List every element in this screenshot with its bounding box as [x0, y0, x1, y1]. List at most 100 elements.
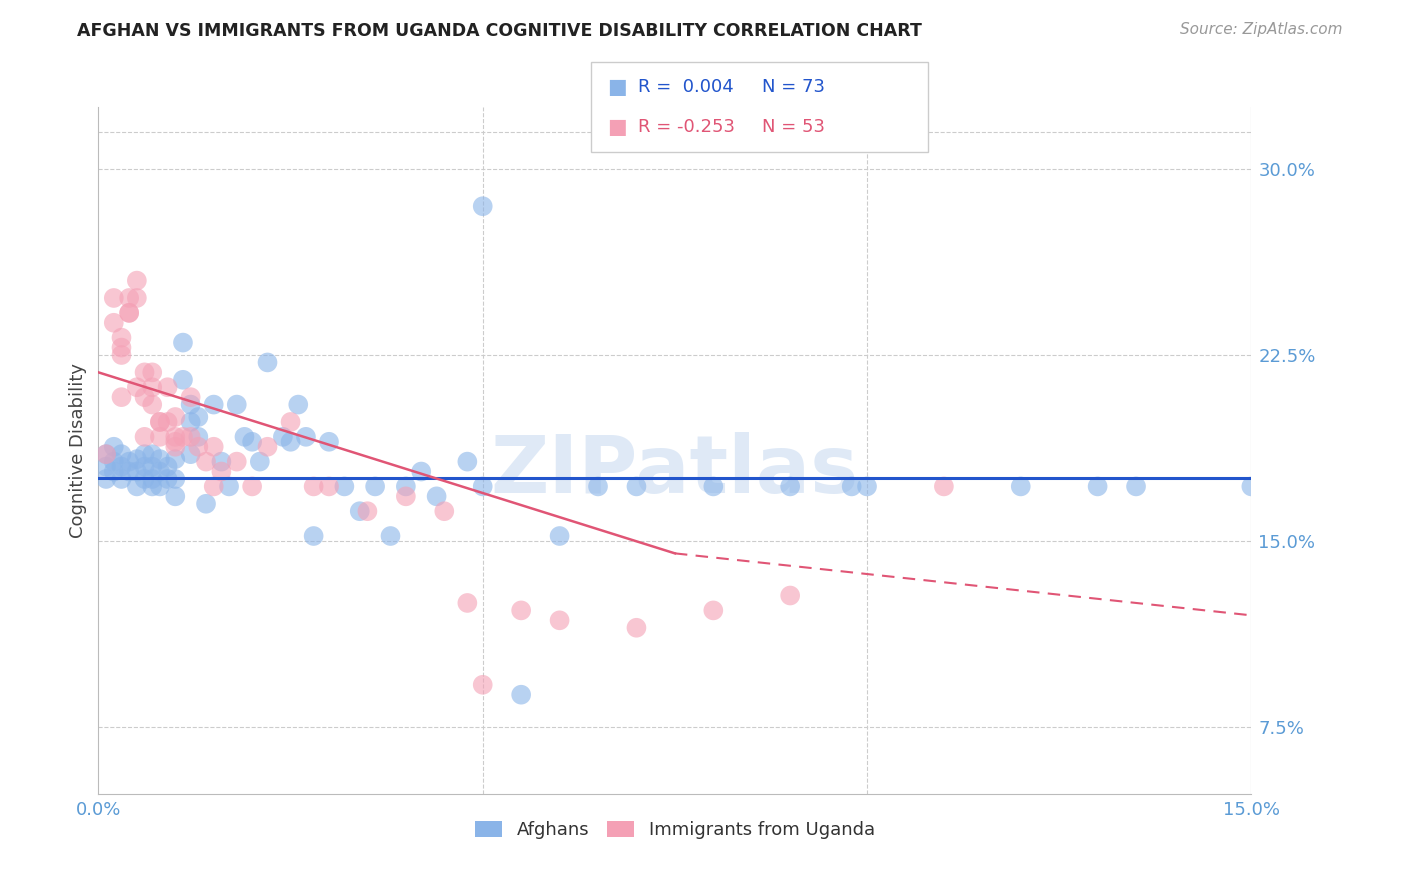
Text: ■: ■: [607, 78, 627, 97]
Point: [195, 497, 218, 511]
Point: [156, 380, 179, 394]
Point: [110, 341, 132, 355]
Point: [318, 479, 340, 493]
Point: [172, 430, 194, 444]
Y-axis label: Cognitive Disability: Cognitive Disability: [69, 363, 87, 538]
Point: [364, 479, 387, 493]
Point: [94, 459, 117, 474]
Point: [180, 415, 202, 429]
Point: [165, 434, 187, 449]
Point: [225, 398, 247, 412]
Point: [94, 447, 117, 461]
Point: [249, 455, 271, 469]
Point: [141, 365, 163, 379]
Point: [149, 452, 172, 467]
Text: R =  0.004: R = 0.004: [638, 78, 734, 96]
Point: [395, 479, 418, 493]
Point: [94, 472, 117, 486]
Point: [433, 504, 456, 518]
Point: [779, 479, 801, 493]
Point: [134, 365, 156, 379]
Point: [225, 455, 247, 469]
Point: [187, 440, 209, 454]
Point: [456, 455, 478, 469]
Point: [195, 455, 218, 469]
Point: [280, 415, 302, 429]
Point: [149, 479, 172, 493]
Point: [187, 409, 209, 424]
Point: [165, 430, 187, 444]
Point: [125, 479, 148, 493]
Point: [471, 678, 494, 692]
Text: Source: ZipAtlas.com: Source: ZipAtlas.com: [1180, 22, 1343, 37]
Point: [172, 373, 194, 387]
Point: [209, 465, 232, 479]
Point: [134, 472, 156, 486]
Point: [134, 447, 156, 461]
Point: [180, 390, 202, 404]
Point: [141, 447, 163, 461]
Point: [165, 440, 187, 454]
Point: [779, 589, 801, 603]
Point: [856, 479, 879, 493]
Point: [233, 430, 256, 444]
Point: [356, 504, 378, 518]
Point: [165, 472, 187, 486]
Point: [256, 355, 278, 369]
Point: [280, 434, 302, 449]
Point: [1240, 479, 1263, 493]
Point: [702, 479, 724, 493]
Point: [426, 489, 449, 503]
Point: [548, 529, 571, 543]
Point: [202, 440, 225, 454]
Point: [141, 459, 163, 474]
Point: [165, 452, 187, 467]
Point: [125, 452, 148, 467]
Text: N = 53: N = 53: [762, 118, 825, 136]
Point: [1087, 479, 1109, 493]
Point: [271, 430, 294, 444]
Point: [548, 613, 571, 627]
Point: [471, 199, 494, 213]
Point: [172, 335, 194, 350]
Point: [156, 415, 179, 429]
Point: [202, 398, 225, 412]
Point: [586, 479, 609, 493]
Point: [510, 688, 533, 702]
Legend: Afghans, Immigrants from Uganda: Afghans, Immigrants from Uganda: [468, 814, 882, 847]
Point: [187, 430, 209, 444]
Point: [118, 306, 141, 320]
Point: [932, 479, 955, 493]
Point: [287, 398, 309, 412]
Point: [94, 447, 117, 461]
Point: [110, 331, 132, 345]
Point: [218, 479, 240, 493]
Point: [118, 455, 141, 469]
Point: [156, 459, 179, 474]
Point: [302, 479, 325, 493]
Point: [180, 447, 202, 461]
Point: [134, 459, 156, 474]
Point: [110, 447, 132, 461]
Point: [103, 465, 125, 479]
Point: [118, 306, 141, 320]
Point: [149, 415, 172, 429]
Point: [318, 434, 340, 449]
Point: [103, 291, 125, 305]
Point: [510, 603, 533, 617]
Point: [141, 479, 163, 493]
Point: [456, 596, 478, 610]
Text: AFGHAN VS IMMIGRANTS FROM UGANDA COGNITIVE DISABILITY CORRELATION CHART: AFGHAN VS IMMIGRANTS FROM UGANDA COGNITI…: [77, 22, 922, 40]
Point: [165, 489, 187, 503]
Point: [1125, 479, 1147, 493]
Point: [240, 479, 263, 493]
Point: [380, 529, 402, 543]
Point: [103, 455, 125, 469]
Point: [302, 529, 325, 543]
Text: N = 73: N = 73: [762, 78, 825, 96]
Point: [471, 479, 494, 493]
Point: [141, 380, 163, 394]
Point: [256, 440, 278, 454]
Point: [349, 504, 371, 518]
Point: [110, 459, 132, 474]
